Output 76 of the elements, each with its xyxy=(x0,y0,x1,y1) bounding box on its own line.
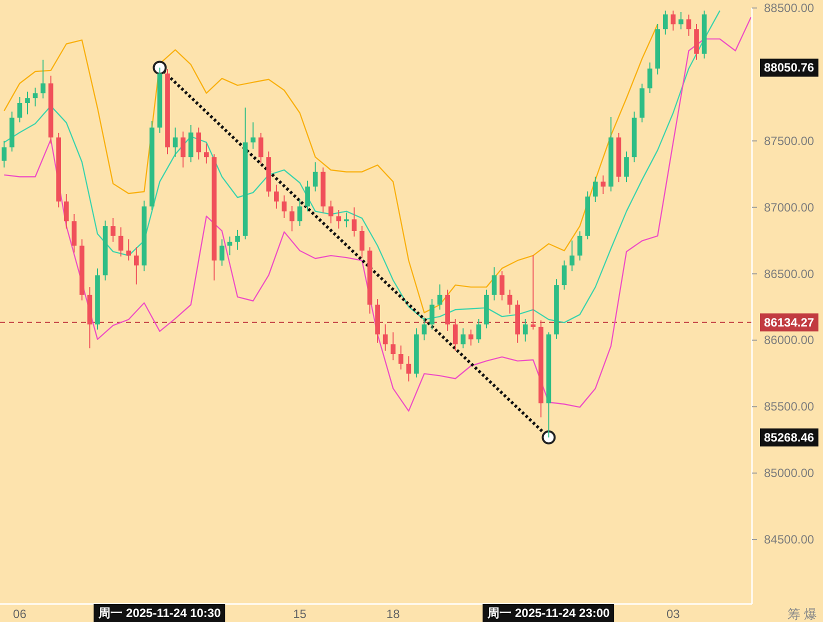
y-tick-label: 85268.46 xyxy=(764,430,814,444)
candlestick xyxy=(40,59,46,99)
candlestick xyxy=(592,176,598,203)
candlestick xyxy=(134,246,139,285)
candlestick xyxy=(398,345,404,370)
candlestick xyxy=(2,140,7,168)
candlestick xyxy=(600,174,606,195)
candlestick xyxy=(258,132,264,164)
y-tick-label: 87000.00 xyxy=(764,200,814,214)
y-tick-label: 86500.00 xyxy=(764,266,814,281)
x-tick-label: 18 xyxy=(386,607,400,621)
candlestick xyxy=(562,260,567,290)
x-tick-label: 周一 2025-11-24 23:00 xyxy=(486,606,610,620)
candlestick xyxy=(352,206,357,238)
y-tick-label: 85000.00 xyxy=(764,466,814,480)
candlestick xyxy=(406,356,412,382)
y-tick-label: 85500.00 xyxy=(764,400,814,414)
y-tick-label: 84500.00 xyxy=(764,532,814,547)
candlestick xyxy=(282,194,287,218)
candlestick xyxy=(437,284,442,310)
ref-line-label: 86134.27 xyxy=(764,315,814,330)
candlestick xyxy=(235,229,240,250)
candlestick xyxy=(25,91,30,115)
candlestick xyxy=(126,238,132,261)
candlestick xyxy=(32,87,38,107)
candlestick xyxy=(360,225,364,258)
candlestick xyxy=(336,209,342,230)
candlestick xyxy=(577,230,582,261)
candlestick xyxy=(250,122,256,150)
candlestick xyxy=(670,10,676,32)
candlestick xyxy=(118,226,124,257)
candlestick xyxy=(492,266,497,301)
candlestick xyxy=(530,254,536,330)
y-tick-label: 88500.00 xyxy=(764,1,814,15)
candlestick xyxy=(290,206,294,232)
candlestick xyxy=(312,162,318,192)
candlestick xyxy=(507,289,512,314)
candlestick xyxy=(305,180,310,212)
candlestick xyxy=(110,217,116,242)
candlestick xyxy=(390,332,396,361)
candlestick xyxy=(422,317,427,341)
candlestick xyxy=(180,131,186,168)
y-tick-label: 86000.00 xyxy=(764,333,814,348)
text: 筹 爆 xyxy=(787,606,817,622)
x-tick-label: 06 xyxy=(13,607,27,621)
candlestick xyxy=(204,143,209,164)
candlestick xyxy=(382,324,388,352)
candlestick xyxy=(452,318,458,352)
x-tick-label: 15 xyxy=(293,607,307,621)
candlestick xyxy=(460,328,466,349)
candlestick xyxy=(17,96,22,123)
candlestick xyxy=(468,329,474,346)
candlestick xyxy=(220,238,224,266)
candlestick xyxy=(570,240,574,272)
line-series xyxy=(4,24,658,314)
candlestick xyxy=(647,62,652,94)
candlestick xyxy=(274,184,279,210)
line-series xyxy=(4,10,720,324)
candlestick xyxy=(662,10,668,36)
candlestick xyxy=(624,151,629,183)
line-series xyxy=(4,16,752,412)
candlestick xyxy=(686,14,692,36)
candlestick xyxy=(297,198,302,226)
candlestick xyxy=(430,298,434,330)
candlestick xyxy=(476,318,482,344)
x-tick-label: 周一 2025-11-24 10:30 xyxy=(98,606,222,620)
y-tick-label: 88050.76 xyxy=(764,60,814,75)
candlestick xyxy=(64,194,69,230)
candlestick xyxy=(678,11,684,30)
candlestick xyxy=(328,200,334,224)
x-tick-label: 03 xyxy=(666,607,680,621)
candlestick xyxy=(196,127,202,160)
candlestick xyxy=(172,127,178,158)
candlestick xyxy=(522,318,528,342)
y-tick-label: 87500.00 xyxy=(764,134,814,148)
candlestick xyxy=(500,270,504,301)
